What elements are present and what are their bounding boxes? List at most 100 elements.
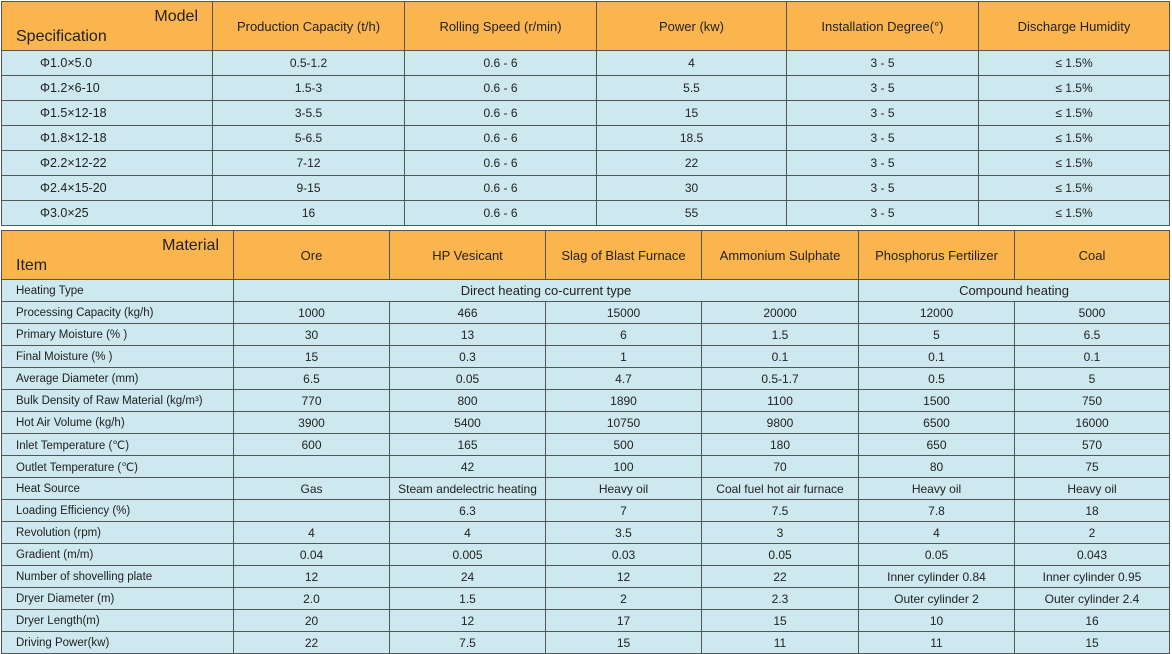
cell: 4 (233, 521, 390, 544)
header-cell: Slag of Blast Furnace (545, 230, 702, 280)
cell: 770 (233, 389, 390, 412)
cell: 0.1 (1014, 345, 1170, 368)
row: Bulk Density of Raw Material (kg/m³) 770 8… (1, 389, 1170, 412)
item-cell: Gradient (m/m) (1, 543, 234, 566)
cell: 5-6.5 (212, 125, 405, 151)
item-cell: Average Diameter (mm) (1, 367, 234, 390)
item-cell: Number of shovelling plate (1, 565, 234, 588)
row: Φ2.4×15-20 9-15 0.6 - 6 30 3 - 5 ≤ 1.5% (1, 175, 1170, 201)
cell: 13 (389, 323, 546, 346)
cell: 3 - 5 (786, 75, 979, 101)
cell (233, 499, 390, 522)
cell: 1890 (545, 389, 702, 412)
cell: Gas (233, 477, 390, 500)
corner-top: Model (154, 8, 198, 25)
corner-cell: Model Specification (1, 1, 213, 51)
cell: 15 (701, 609, 859, 632)
corner-cell: Material Item (1, 230, 234, 280)
cell: 4.7 (545, 367, 702, 390)
row: Revolution (rpm) 4 4 3.5 3 4 2 (1, 521, 1170, 544)
cell: 750 (1014, 389, 1170, 412)
cell: 10 (858, 609, 1015, 632)
spec-cell: Φ1.2×6-10 (1, 75, 213, 101)
cell: 3 (701, 521, 859, 544)
item-cell: Revolution (rpm) (1, 521, 234, 544)
item-cell: Final Moisture (% ) (1, 345, 234, 368)
item-cell: Heating Type (1, 279, 234, 302)
cell: 0.6 - 6 (404, 175, 597, 201)
cell: 18 (1014, 499, 1170, 522)
cell: 500 (545, 433, 702, 456)
cell: 7.8 (858, 499, 1015, 522)
cell: ≤ 1.5% (978, 125, 1170, 151)
cell: 7.5 (701, 499, 859, 522)
cell: 570 (1014, 433, 1170, 456)
cell: Inner cylinder 0.84 (858, 565, 1015, 588)
row: Dryer Length(m) 20 12 17 15 10 16 (1, 609, 1170, 632)
cell: 7.5 (389, 631, 546, 654)
cell: 6 (545, 323, 702, 346)
cell: 650 (858, 433, 1015, 456)
spec-cell: Φ1.5×12-18 (1, 100, 213, 126)
item-cell: Dryer Length(m) (1, 609, 234, 632)
cell: 75 (1014, 455, 1170, 478)
row: Number of shovelling plate 12 24 12 22 Inner … (1, 565, 1170, 588)
row: Inlet Temperature (℃) 600 165 500 180 650 570 (1, 433, 1170, 456)
cell: 2.3 (701, 587, 859, 610)
cell: 0.6 - 6 (404, 150, 597, 176)
cell: 3.5 (545, 521, 702, 544)
header-cell: HP Vesicant (389, 230, 546, 280)
cell: 180 (701, 433, 859, 456)
cell: 11 (701, 631, 859, 654)
cell: 10750 (545, 411, 702, 434)
cell: 12 (233, 565, 390, 588)
row: Φ3.0×25 16 0.6 - 6 55 3 - 5 ≤ 1.5% (1, 200, 1170, 226)
cell: 16 (1014, 609, 1170, 632)
cell: 3 - 5 (786, 200, 979, 226)
item-cell: Loading Efficiency (%) (1, 499, 234, 522)
cell: 20 (233, 609, 390, 632)
cell: 600 (233, 433, 390, 456)
cell: 0.6 - 6 (404, 50, 597, 76)
cell: 42 (389, 455, 546, 478)
cell: ≤ 1.5% (978, 150, 1170, 176)
cell: 70 (701, 455, 859, 478)
row: Loading Efficiency (%) 6.3 7 7.5 7.8 18 (1, 499, 1170, 522)
spec-cell: Φ1.8×12-18 (1, 125, 213, 151)
cell: 3 - 5 (786, 125, 979, 151)
cell: 3 - 5 (786, 175, 979, 201)
cell: 11 (858, 631, 1015, 654)
row: Gradient (m/m) 0.04 0.005 0.03 0.05 0.05 0.043 (1, 543, 1170, 566)
spec-cell: Φ3.0×25 (1, 200, 213, 226)
cell: 7-12 (212, 150, 405, 176)
cell: 3 - 5 (786, 100, 979, 126)
row: Hot Air Volume (kg/h) 3900 5400 10750 9800 65… (1, 411, 1170, 434)
cell: 5400 (389, 411, 546, 434)
spec-cell: Φ2.2×12-22 (1, 150, 213, 176)
cell: 5 (1014, 367, 1170, 390)
row: Outlet Temperature (℃) 42 100 70 80 75 (1, 455, 1170, 478)
cell: 800 (389, 389, 546, 412)
cell: 18.5 (596, 125, 787, 151)
header-cell: Power (kw) (596, 1, 787, 51)
cell: 9-15 (212, 175, 405, 201)
cell: 0.6 - 6 (404, 200, 597, 226)
cell: 1 (545, 345, 702, 368)
cell: 12 (389, 609, 546, 632)
cell: 5000 (1014, 301, 1170, 324)
cell: 0.5 (858, 367, 1015, 390)
cell: ≤ 1.5% (978, 100, 1170, 126)
cell: 1.5-3 (212, 75, 405, 101)
row: Dryer Diameter (m) 2.0 1.5 2 2.3 Outer cylind… (1, 587, 1170, 610)
cell: ≤ 1.5% (978, 50, 1170, 76)
cell: 15 (545, 631, 702, 654)
cell: 15 (233, 345, 390, 368)
cell: Outer cylinder 2 (858, 587, 1015, 610)
corner-top: Material (162, 237, 219, 254)
cell: 2.0 (233, 587, 390, 610)
cell: 24 (389, 565, 546, 588)
cell: 0.05 (701, 543, 859, 566)
header-cell: Phosphorus Fertilizer (858, 230, 1015, 280)
